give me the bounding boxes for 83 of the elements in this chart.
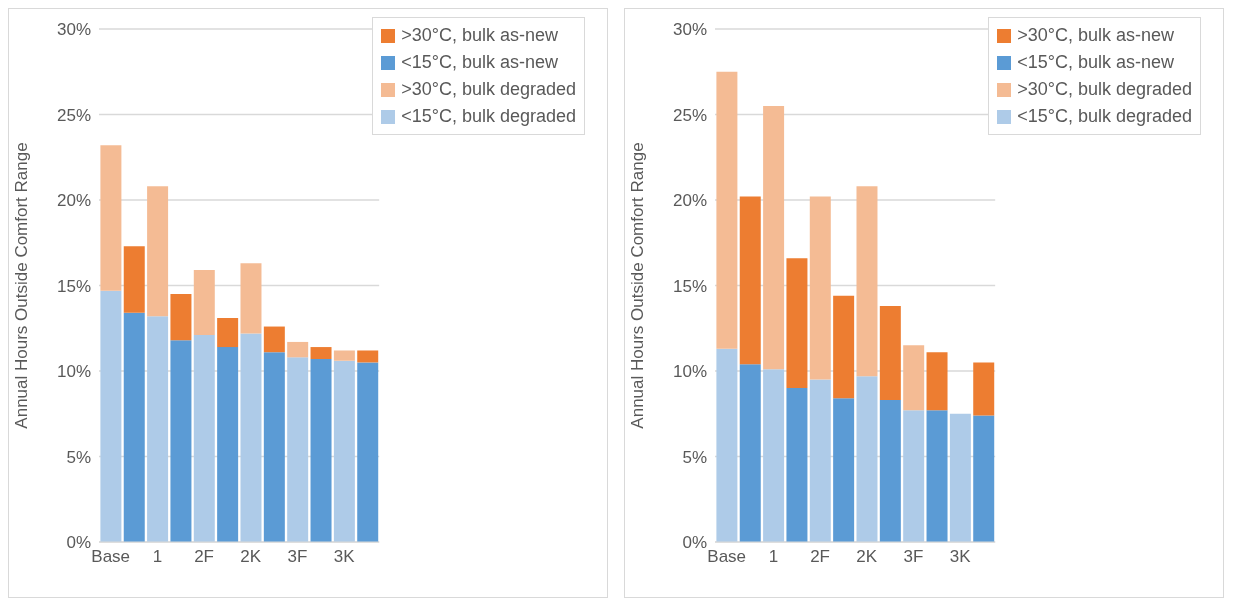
y-tick-label: 0% [66,533,91,553]
bar [833,295,855,399]
x-tick-label: 3K [949,547,972,567]
x-tick-label: Base [91,547,131,567]
x-tick-label: 2K [856,547,878,567]
y-tick-label: 0% [682,533,707,553]
x-tick-label: 1 [152,547,163,567]
x-tick-label: 3F [903,547,924,567]
legend-label: <15°C, bulk as-new [1017,51,1174,74]
bar [193,270,215,336]
bar [926,352,948,411]
bar [123,312,145,542]
bar [926,410,948,542]
bar [739,196,761,365]
bar [903,410,925,542]
bar [879,400,901,542]
bar [833,398,855,542]
x-tick-label: 2F [810,547,830,567]
bar [333,350,355,361]
y-tick-label: 25% [672,105,707,125]
bar [310,359,332,542]
bar [973,362,995,416]
y-axis-title: Annual Hours Outside Comfort Range [628,142,648,429]
bar [357,350,379,363]
bar [786,388,808,542]
bar [903,345,925,411]
bar [240,333,262,542]
bar [147,316,169,542]
bar [357,362,379,542]
bar [217,347,239,542]
y-tick-label: 30% [56,20,91,40]
bar [147,186,169,317]
bar [240,263,262,334]
legend-label: >30°C, bulk as-new [401,24,558,47]
y-tick-label: 15% [672,276,707,296]
bar [217,317,239,348]
bar [763,105,785,370]
bar [193,335,215,542]
x-tick-label: 3F [287,547,308,567]
x-tick-label: 2F [194,547,214,567]
bar [170,340,192,542]
bar [716,71,738,349]
legend-label: <15°C, bulk degraded [401,105,576,128]
bar [949,413,971,542]
y-tick-label: 25% [56,105,91,125]
bar [263,352,285,542]
legend-label: >30°C, bulk degraded [401,78,576,101]
legend-label: >30°C, bulk degraded [1017,78,1192,101]
y-tick-label: 15% [56,276,91,296]
bar [287,341,309,358]
bar [786,258,808,389]
bar [809,196,831,380]
bar [287,357,309,542]
y-tick-label: 5% [66,447,91,467]
y-tick-label: 10% [672,362,707,382]
legend-label: <15°C, bulk degraded [1017,105,1192,128]
bar [739,364,761,542]
bar [100,290,122,542]
legend-label: <15°C, bulk as-new [401,51,558,74]
bar [310,347,332,360]
bar [856,186,878,377]
x-tick-label: 3K [333,547,356,567]
y-tick-label: 20% [672,191,707,211]
y-tick-label: 20% [56,191,91,211]
bar [809,379,831,542]
x-tick-label: 2K [240,547,262,567]
bar [716,348,738,542]
y-axis-title: Annual Hours Outside Comfort Range [12,142,32,429]
bar [263,326,285,353]
bar [763,369,785,542]
bar [123,246,145,313]
y-tick-label: 30% [672,20,707,40]
y-tick-label: 10% [56,362,91,382]
bar [170,294,192,341]
bar [879,306,901,401]
legend-label: >30°C, bulk as-new [1017,24,1174,47]
x-tick-label: Base [707,547,747,567]
y-tick-label: 5% [682,447,707,467]
x-tick-label: 1 [768,547,779,567]
bar [100,145,122,291]
bar [973,415,995,542]
bar [856,376,878,542]
bar [333,360,355,542]
